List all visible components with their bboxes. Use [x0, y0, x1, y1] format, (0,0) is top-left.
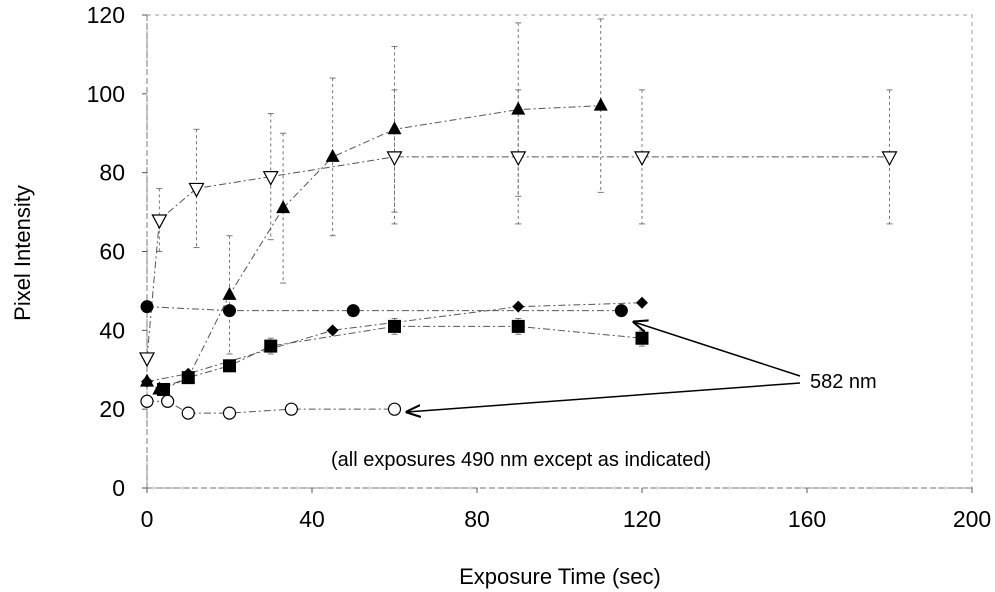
- x-tick-label: 80: [464, 506, 490, 532]
- triangle-filled-point: [325, 148, 340, 162]
- triangle-open-point: [262, 171, 279, 186]
- triangle-open-point: [188, 182, 205, 198]
- y-axis-title: Pixel Intensity: [10, 185, 35, 321]
- x-tick-label: 160: [788, 506, 826, 532]
- diamond-point: [636, 296, 648, 309]
- annotation-arrow-to-circles: [634, 322, 801, 377]
- square-point: [511, 319, 525, 333]
- square-point: [223, 359, 236, 373]
- circle-filled-point: [346, 304, 360, 318]
- y-tick-label: 100: [87, 81, 125, 107]
- series-line: [163, 325, 643, 390]
- diamond-point: [512, 300, 525, 313]
- markers-layer: [138, 97, 898, 420]
- ticks-layer: 0 40 80 120 160 200 0 20 40 60 80 100 120: [87, 2, 992, 532]
- diamond-point: [326, 324, 339, 337]
- diamond-point: [141, 375, 153, 388]
- x-tick-label: 200: [953, 506, 991, 532]
- annotation-arrow-to-open-circles: [407, 382, 801, 412]
- triangle-filled-point: [593, 97, 608, 111]
- triangle-filled-point: [511, 101, 526, 115]
- x-axis-title: Exposure Time (sec): [459, 564, 661, 589]
- y-tick-label: 80: [99, 160, 125, 186]
- y-tick-label: 120: [87, 2, 125, 28]
- x-tick-label: 120: [623, 506, 661, 532]
- square-point: [635, 331, 649, 345]
- y-tick-label: 60: [99, 239, 125, 265]
- square-point: [157, 382, 170, 396]
- error-bars-layer: [156, 18, 893, 355]
- x-tick-label: 40: [299, 506, 325, 532]
- circle-filled-point: [140, 300, 154, 314]
- plot-frame: [146, 14, 973, 489]
- triangle-open-point: [386, 151, 403, 167]
- circle-open-point: [161, 394, 175, 408]
- circle-open-point: [222, 406, 237, 420]
- square-point: [264, 339, 278, 353]
- circle-open-point: [181, 406, 195, 420]
- x-tick-label: 0: [141, 506, 154, 532]
- annotation-582nm: 582 nm: [810, 371, 877, 393]
- triangle-open-point: [138, 352, 156, 368]
- square-point: [181, 371, 195, 385]
- annotation-490nm-note: (all exposures 490 nm except as indicate…: [331, 449, 711, 471]
- y-tick-label: 0: [112, 475, 125, 501]
- circle-filled-point: [614, 304, 628, 318]
- series-line: [146, 302, 643, 383]
- triangle-filled-point: [222, 286, 237, 300]
- triangle-filled-point: [387, 121, 402, 135]
- circle-open-point: [284, 402, 298, 416]
- y-tick-label: 40: [99, 317, 125, 343]
- y-tick-label: 20: [99, 396, 125, 422]
- circle-filled-point: [223, 304, 236, 318]
- circle-open-point: [140, 394, 154, 408]
- triangle-open-point: [881, 151, 898, 167]
- triangle-open-point: [510, 151, 527, 167]
- series-line: [146, 306, 622, 312]
- circle-open-point: [387, 402, 402, 416]
- triangle-filled-point: [276, 200, 291, 214]
- triangle-open-point: [633, 151, 651, 167]
- triangle-open-point: [151, 214, 168, 230]
- series-line: [146, 105, 601, 391]
- square-point: [388, 319, 401, 333]
